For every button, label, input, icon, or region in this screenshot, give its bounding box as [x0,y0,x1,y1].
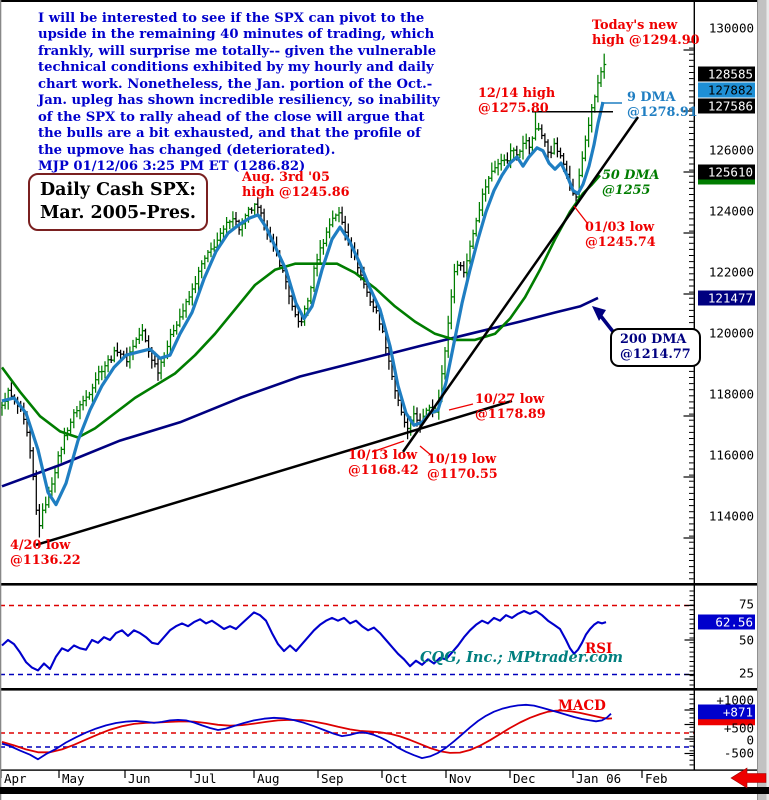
rsi-line [1,609,607,672]
macd-signal-line [1,709,613,754]
pointer-oct13 [371,440,405,453]
macd-line [1,703,612,761]
frame-left [0,0,2,800]
price-bars-down [9,124,579,538]
separator-price-rsi [0,583,757,586]
ma9-line [1,101,605,507]
ma200-arrow-shaft [598,313,620,340]
frame-right-edge [757,0,758,800]
ma50-line [0,174,601,439]
trendline-2 [401,116,640,453]
window-right-strip [758,0,767,800]
pointer-jan03 [573,205,589,225]
frame-bottom-bar [0,787,769,794]
trendline-1 [35,399,513,547]
separator-rsi-macd [0,688,757,691]
price-axis-spine [693,2,695,770]
pointer-oct27 [448,403,474,411]
ma200-arrow-head [592,306,606,321]
scroll-left-arrow[interactable] [730,767,767,789]
separator-macd-time [0,769,757,771]
pointer-oct19 [419,445,433,457]
window-right-highlight [766,0,769,800]
frame-top [0,0,769,2]
ma200-line [1,296,599,488]
